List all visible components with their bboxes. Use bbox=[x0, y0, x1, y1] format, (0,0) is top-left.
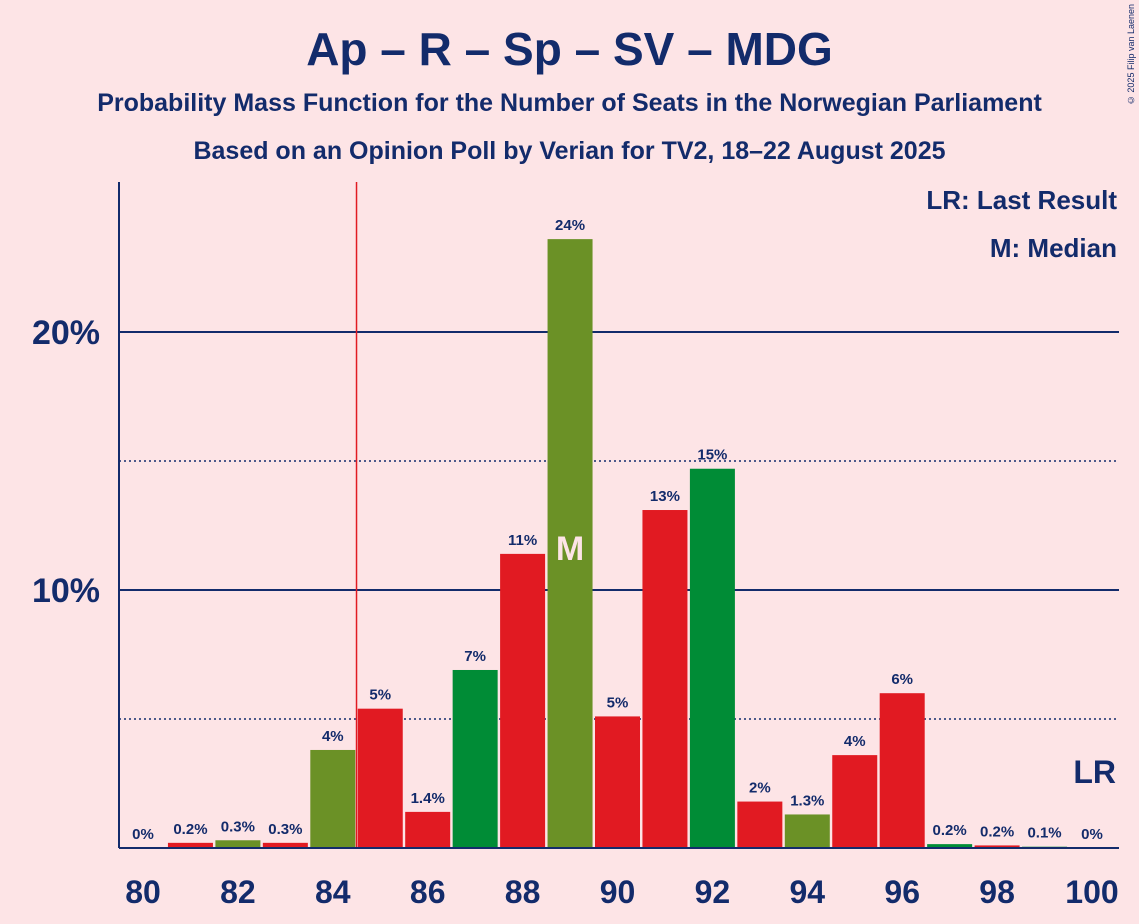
data-label-95: 4% bbox=[844, 733, 866, 750]
bar-94 bbox=[784, 814, 830, 848]
data-label-80: 0% bbox=[132, 826, 154, 843]
bar-96 bbox=[879, 693, 925, 848]
x-tick-label: 100 bbox=[1065, 874, 1118, 910]
bar-84 bbox=[310, 749, 356, 848]
y-tick-label: 10% bbox=[32, 572, 100, 610]
chart-title: Ap – R – Sp – SV – MDG bbox=[306, 23, 833, 75]
bar-98 bbox=[974, 845, 1020, 848]
data-label-81: 0.2% bbox=[173, 821, 207, 838]
bar-91 bbox=[642, 510, 688, 848]
data-label-97: 0.2% bbox=[933, 822, 967, 839]
x-tick-label: 84 bbox=[315, 874, 351, 910]
bar-82 bbox=[215, 840, 261, 848]
bar-86 bbox=[405, 811, 451, 848]
median-marker: M bbox=[556, 530, 584, 568]
x-tick-label: 90 bbox=[600, 874, 636, 910]
data-label-84: 4% bbox=[322, 728, 344, 745]
data-label-96: 6% bbox=[891, 671, 913, 688]
data-label-92: 15% bbox=[697, 447, 727, 464]
data-label-94: 1.3% bbox=[790, 792, 824, 809]
x-tick-label: 82 bbox=[220, 874, 256, 910]
data-label-87: 7% bbox=[464, 648, 486, 665]
bar-85 bbox=[357, 708, 403, 848]
x-tick-label: 98 bbox=[979, 874, 1015, 910]
x-tick-label: 96 bbox=[884, 874, 920, 910]
bar-90 bbox=[595, 716, 640, 848]
data-label-100: 0% bbox=[1081, 826, 1103, 843]
data-label-86: 1.4% bbox=[411, 790, 445, 807]
data-label-91: 13% bbox=[650, 488, 680, 505]
x-tick-label: 80 bbox=[125, 874, 161, 910]
y-tick-label: 20% bbox=[32, 314, 100, 352]
chart-source: Based on an Opinion Poll by Verian for T… bbox=[193, 137, 946, 165]
x-tick-label: 88 bbox=[505, 874, 541, 910]
bar-92 bbox=[689, 468, 735, 848]
x-tick-label: 86 bbox=[410, 874, 446, 910]
x-tick-label: 92 bbox=[695, 874, 731, 910]
x-tick-label: 94 bbox=[790, 874, 826, 910]
bar-97 bbox=[927, 844, 973, 848]
data-label-99: 0.1% bbox=[1027, 825, 1061, 842]
legend-median: M: Median bbox=[990, 233, 1117, 263]
bar-87 bbox=[452, 669, 498, 848]
bar-81 bbox=[167, 842, 213, 848]
data-label-90: 5% bbox=[607, 694, 629, 711]
bar-88 bbox=[500, 553, 546, 848]
bar-83 bbox=[262, 842, 308, 848]
bar-95 bbox=[832, 755, 878, 848]
data-label-98: 0.2% bbox=[980, 823, 1014, 840]
lr-marker: LR bbox=[1073, 754, 1116, 790]
data-label-89: 24% bbox=[555, 217, 585, 234]
data-label-83: 0.3% bbox=[268, 821, 302, 838]
data-label-88: 11% bbox=[508, 532, 537, 549]
legend-last-result: LR: Last Result bbox=[926, 185, 1117, 215]
chart-subtitle: Probability Mass Function for the Number… bbox=[97, 89, 1042, 117]
bar-93 bbox=[737, 801, 783, 848]
data-label-85: 5% bbox=[369, 687, 391, 704]
bar-89 bbox=[547, 239, 593, 848]
data-label-93: 2% bbox=[749, 780, 771, 797]
data-label-82: 0.3% bbox=[221, 818, 255, 835]
